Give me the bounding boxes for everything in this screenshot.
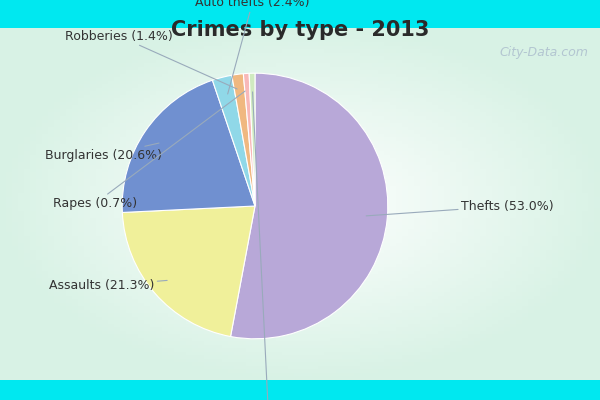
Text: Auto thefts (2.4%): Auto thefts (2.4%) [195, 0, 310, 94]
Wedge shape [249, 73, 255, 206]
Wedge shape [244, 73, 255, 206]
Wedge shape [230, 73, 388, 339]
Text: Burglaries (20.6%): Burglaries (20.6%) [45, 143, 162, 162]
Wedge shape [212, 75, 255, 206]
Text: Murders (0.7%): Murders (0.7%) [220, 92, 317, 400]
Text: Assaults (21.3%): Assaults (21.3%) [49, 279, 167, 292]
Text: Thefts (53.0%): Thefts (53.0%) [366, 200, 553, 216]
Wedge shape [232, 74, 255, 206]
Text: Rapes (0.7%): Rapes (0.7%) [53, 91, 245, 210]
Text: Robberies (1.4%): Robberies (1.4%) [65, 30, 237, 89]
Wedge shape [122, 206, 255, 336]
Text: Crimes by type - 2013: Crimes by type - 2013 [171, 20, 429, 40]
Wedge shape [122, 80, 255, 212]
Text: City-Data.com: City-Data.com [499, 46, 588, 59]
